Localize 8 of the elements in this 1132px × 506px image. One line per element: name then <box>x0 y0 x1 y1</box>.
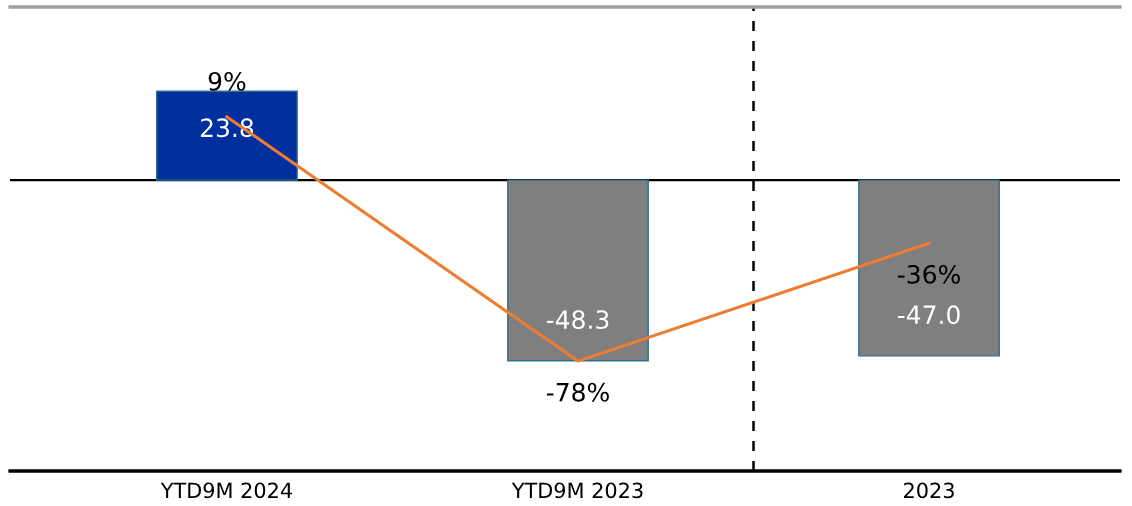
data-label: -47.0 <box>897 305 960 325</box>
x-tick-label: YTD9M 2023 <box>511 482 643 499</box>
x-tick-label: 2023 <box>904 482 954 499</box>
data-label: -78% <box>546 382 609 402</box>
data-label: -48.3 <box>546 310 609 330</box>
x-tick-label: YTD9M 2024 <box>160 482 292 499</box>
data-label: -36% <box>897 264 960 284</box>
data-label: 9% <box>208 71 246 91</box>
